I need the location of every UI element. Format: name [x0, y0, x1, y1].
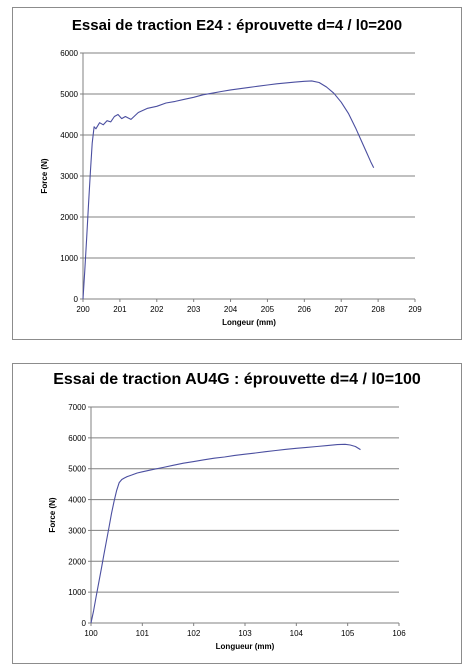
x-tick-label: 106: [392, 629, 406, 638]
series-line: [82, 80, 375, 300]
x-axis-label: Longueur (mm): [216, 642, 275, 651]
series-line: [90, 443, 361, 624]
y-tick-label: 4000: [60, 131, 78, 140]
x-tick-label: 203: [187, 305, 201, 314]
y-tick-label: 5000: [68, 465, 86, 474]
x-tick-label: 207: [335, 305, 349, 314]
y-tick-label: 2000: [68, 557, 86, 566]
y-tick-label: 4000: [68, 496, 86, 505]
y-axis-label: Force (N): [48, 497, 57, 532]
x-tick-label: 200: [76, 305, 90, 314]
x-tick-label: 201: [113, 305, 127, 314]
y-tick-label: 7000: [68, 403, 86, 412]
x-tick-label: 202: [150, 305, 164, 314]
y-tick-label: 1000: [68, 588, 86, 597]
y-tick-label: 3000: [60, 172, 78, 181]
chart-plot-au4g: 0 1000 2000 3000 4000 5000 6000 7000 100 101 102 10…: [48, 403, 406, 651]
y-tick-label: 6000: [68, 434, 86, 443]
x-tick-label: 206: [298, 305, 312, 314]
chart-panel-e24: Essai de traction E24 : éprouvette d=4 /…: [12, 7, 462, 340]
y-tick-label: 0: [74, 295, 79, 304]
y-tick-label: 2000: [60, 213, 78, 222]
x-tick-label: 209: [408, 305, 422, 314]
x-tick-label: 104: [290, 629, 304, 638]
chart-plot-e24: 0 1000 2000 3000 4000 5000 6000 200 201 202 203 204…: [40, 49, 422, 327]
chart-title: Essai de traction AU4G : éprouvette d=4 …: [53, 371, 421, 388]
x-tick-label: 102: [187, 629, 201, 638]
x-tick-label: 105: [341, 629, 355, 638]
y-tick-label: 0: [82, 619, 87, 628]
x-tick-label: 100: [84, 629, 98, 638]
y-tick-label: 5000: [60, 90, 78, 99]
y-tick-label: 3000: [68, 526, 86, 535]
x-tick-label: 204: [224, 305, 238, 314]
chart-title: Essai de traction E24 : éprouvette d=4 /…: [71, 17, 403, 34]
chart-panel-au4g: Essai de traction AU4G : éprouvette d=4 …: [12, 363, 462, 664]
x-tick-label: 101: [136, 629, 150, 638]
y-tick-label: 6000: [60, 49, 78, 58]
y-tick-label: 1000: [60, 254, 78, 263]
x-tick-label: 103: [238, 629, 252, 638]
x-axis-label: Longeur (mm): [222, 318, 276, 327]
x-tick-label: 208: [371, 305, 385, 314]
y-axis-label: Force (N): [40, 158, 49, 193]
x-tick-label: 205: [261, 305, 275, 314]
